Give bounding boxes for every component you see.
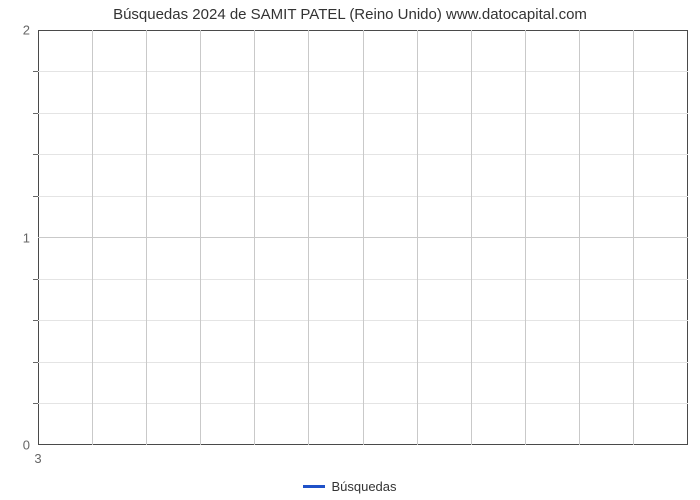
chart-legend: Búsquedas — [0, 478, 700, 494]
gridline-vertical — [146, 30, 147, 445]
y-axis-minor-tick — [33, 279, 38, 280]
y-axis-minor-tick — [33, 362, 38, 363]
gridline-vertical — [525, 30, 526, 445]
gridline-vertical — [308, 30, 309, 445]
gridline-vertical — [363, 30, 364, 445]
gridline-vertical — [471, 30, 472, 445]
y-axis-minor-tick — [33, 154, 38, 155]
legend-label: Búsquedas — [331, 479, 396, 494]
y-axis-tick-label: 2 — [23, 23, 38, 38]
gridline-vertical — [417, 30, 418, 445]
y-axis-minor-tick — [33, 113, 38, 114]
gridline-vertical — [579, 30, 580, 445]
gridline-vertical — [254, 30, 255, 445]
legend-swatch — [303, 485, 325, 488]
y-axis-minor-tick — [33, 403, 38, 404]
chart-title: Búsquedas 2024 de SAMIT PATEL (Reino Uni… — [0, 6, 700, 23]
x-axis-tick-label: 3 — [34, 445, 41, 466]
y-axis-minor-tick — [33, 71, 38, 72]
y-axis-tick-label: 1 — [23, 230, 38, 245]
y-axis-minor-tick — [33, 320, 38, 321]
gridline-vertical — [200, 30, 201, 445]
y-axis-minor-tick — [33, 196, 38, 197]
gridline-vertical — [92, 30, 93, 445]
searches-chart: Búsquedas 2024 de SAMIT PATEL (Reino Uni… — [0, 0, 700, 500]
gridline-vertical — [633, 30, 634, 445]
plot-area: 0123 — [38, 30, 688, 445]
